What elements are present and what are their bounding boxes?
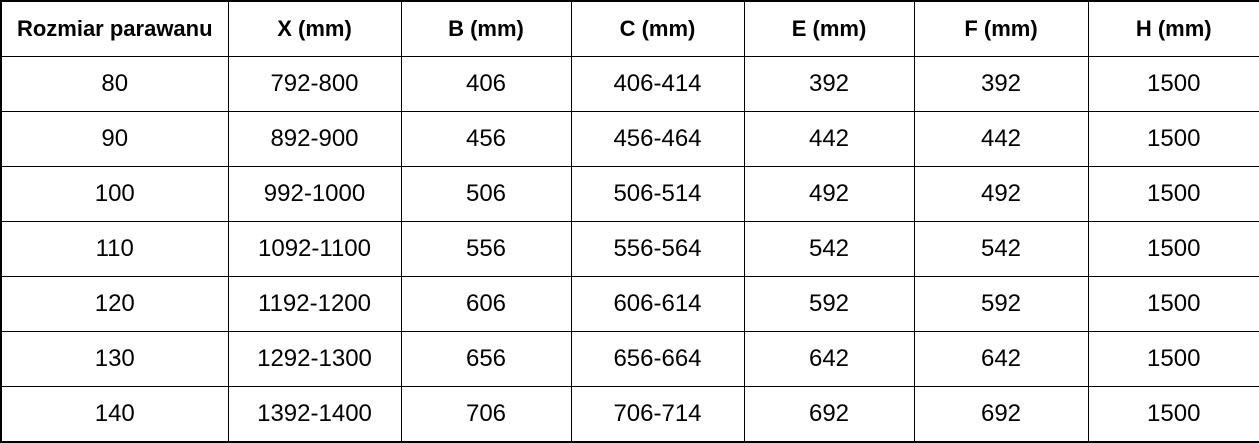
table-cell: 542 bbox=[913, 221, 1089, 277]
table-cell: 706 bbox=[400, 386, 572, 443]
table-cell: 592 bbox=[743, 276, 915, 332]
table-row: 100 992-1000 506 506-514 492 492 1500 bbox=[0, 166, 1259, 222]
table-cell: 992-1000 bbox=[227, 166, 402, 222]
table-cell: 492 bbox=[913, 166, 1089, 222]
table-cell: 642 bbox=[743, 331, 915, 387]
table-cell: 542 bbox=[743, 221, 915, 277]
column-header-x-mm: X (mm) bbox=[227, 0, 402, 57]
table-cell: 392 bbox=[743, 56, 915, 112]
table-cell: 80 bbox=[0, 56, 229, 112]
table-cell: 656 bbox=[400, 331, 572, 387]
table-cell: 892-900 bbox=[227, 111, 402, 167]
table-row: 130 1292-1300 656 656-664 642 642 1500 bbox=[0, 331, 1259, 387]
table-cell: 456-464 bbox=[570, 111, 745, 167]
table-cell: 1500 bbox=[1087, 111, 1259, 167]
table-row: 80 792-800 406 406-414 392 392 1500 bbox=[0, 56, 1259, 112]
table-cell: 110 bbox=[0, 221, 229, 277]
table-cell: 706-714 bbox=[570, 386, 745, 443]
table-cell: 392 bbox=[913, 56, 1089, 112]
table-cell: 692 bbox=[913, 386, 1089, 443]
table-row: 90 892-900 456 456-464 442 442 1500 bbox=[0, 111, 1259, 167]
table-cell: 140 bbox=[0, 386, 229, 443]
table-cell: 556-564 bbox=[570, 221, 745, 277]
table-cell: 556 bbox=[400, 221, 572, 277]
table-cell: 642 bbox=[913, 331, 1089, 387]
table-cell: 1500 bbox=[1087, 56, 1259, 112]
table-cell: 130 bbox=[0, 331, 229, 387]
table-row: 140 1392-1400 706 706-714 692 692 1500 bbox=[0, 386, 1259, 443]
column-header-h-mm: H (mm) bbox=[1087, 0, 1259, 57]
column-header-e-mm: E (mm) bbox=[743, 0, 915, 57]
table-cell: 456 bbox=[400, 111, 572, 167]
table-cell: 592 bbox=[913, 276, 1089, 332]
table-cell: 1500 bbox=[1087, 331, 1259, 387]
table-cell: 1500 bbox=[1087, 221, 1259, 277]
table-cell: 692 bbox=[743, 386, 915, 443]
table-cell: 100 bbox=[0, 166, 229, 222]
header-row: Rozmiar parawanu X (mm) B (mm) C (mm) E … bbox=[0, 0, 1259, 57]
table-cell: 442 bbox=[913, 111, 1089, 167]
table-cell: 506 bbox=[400, 166, 572, 222]
table-cell: 1500 bbox=[1087, 166, 1259, 222]
table-cell: 1292-1300 bbox=[227, 331, 402, 387]
table-cell: 406 bbox=[400, 56, 572, 112]
column-header-c-mm: C (mm) bbox=[570, 0, 745, 57]
column-header-b-mm: B (mm) bbox=[400, 0, 572, 57]
table-cell: 120 bbox=[0, 276, 229, 332]
table-cell: 606 bbox=[400, 276, 572, 332]
table-cell: 656-664 bbox=[570, 331, 745, 387]
column-header-f-mm: F (mm) bbox=[913, 0, 1089, 57]
table-cell: 1192-1200 bbox=[227, 276, 402, 332]
table-cell: 90 bbox=[0, 111, 229, 167]
table-cell: 492 bbox=[743, 166, 915, 222]
table-cell: 1500 bbox=[1087, 386, 1259, 443]
table-cell: 506-514 bbox=[570, 166, 745, 222]
table-cell: 1500 bbox=[1087, 276, 1259, 332]
table-cell: 1092-1100 bbox=[227, 221, 402, 277]
table-cell: 606-614 bbox=[570, 276, 745, 332]
table-cell: 406-414 bbox=[570, 56, 745, 112]
table-row: 110 1092-1100 556 556-564 542 542 1500 bbox=[0, 221, 1259, 277]
table-cell: 792-800 bbox=[227, 56, 402, 112]
table-cell: 442 bbox=[743, 111, 915, 167]
table-row: 120 1192-1200 606 606-614 592 592 1500 bbox=[0, 276, 1259, 332]
column-header-rozmiar-parawanu: Rozmiar parawanu bbox=[0, 0, 229, 57]
table-cell: 1392-1400 bbox=[227, 386, 402, 443]
